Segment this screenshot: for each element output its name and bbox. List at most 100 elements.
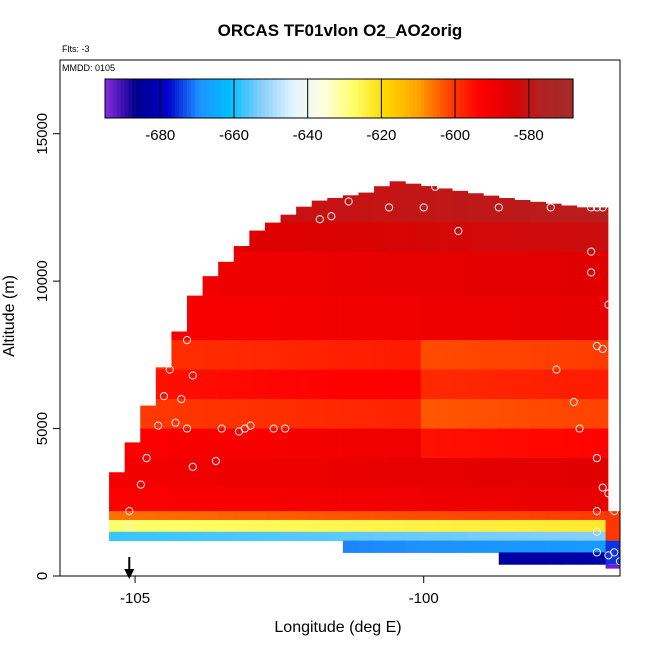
heatmap-cell [420, 487, 437, 512]
heatmap-cell [374, 399, 391, 430]
data-point [587, 203, 596, 212]
heatmap-cell [514, 251, 531, 297]
heatmap-cell [358, 222, 375, 253]
heatmap-cell [124, 511, 141, 521]
heatmap-cell [311, 399, 328, 430]
heatmap-cell [514, 552, 531, 565]
heatmap-cell [124, 531, 141, 542]
heatmap-cell [155, 458, 172, 489]
heatmap-cell [233, 399, 250, 430]
heatmap-cell [311, 458, 328, 489]
heatmap-cell [498, 511, 515, 521]
heatmap-cell [140, 519, 157, 533]
colorbar-segment [171, 79, 176, 118]
heatmap-cell [436, 487, 453, 512]
colorbar-segment [448, 79, 453, 118]
heatmap-cell [187, 399, 204, 430]
heatmap-cell [249, 399, 266, 430]
colorbar-tick-label: -680 [145, 127, 175, 144]
colorbar-segment [545, 79, 551, 118]
y-tick-label: 15000 [34, 113, 51, 155]
heatmap-cell [576, 251, 593, 297]
heatmap-cell [483, 222, 500, 253]
heatmap-cell [140, 458, 157, 489]
colorbar-segment [467, 79, 473, 118]
heatmap-cell [249, 251, 266, 297]
colorbar-tick-label: -660 [219, 127, 249, 144]
heatmap-cell [327, 369, 344, 400]
heatmap-cell [483, 511, 500, 521]
heatmap-cell [420, 222, 437, 253]
heatmap-cell [187, 295, 204, 341]
heatmap-cell [498, 458, 515, 489]
heatmap-cell [467, 369, 484, 400]
colorbar-segment [483, 79, 488, 118]
heatmap-cell [374, 540, 391, 553]
heatmap-cell [374, 251, 391, 297]
heatmap-cell [420, 251, 437, 297]
heatmap-cell [498, 369, 515, 400]
heatmap-cell [171, 531, 188, 542]
heatmap-cell [218, 295, 235, 341]
heatmap-cell [311, 340, 328, 371]
heatmap-cell [592, 340, 609, 371]
colorbar-segment [366, 79, 371, 118]
heatmap-cell [296, 251, 313, 297]
heatmap-cell [327, 458, 344, 489]
heatmap-cell [233, 487, 250, 512]
heatmap-cell [592, 369, 609, 400]
heatmap-cell [545, 552, 562, 565]
colorbar-segment [342, 79, 348, 118]
heatmap-cell [311, 295, 328, 341]
y-tick-label: 10000 [34, 260, 51, 302]
heatmap-cell [529, 531, 547, 542]
heatmap-cell [498, 222, 515, 253]
colorbar-segment [315, 79, 321, 118]
heatmap-cell [420, 399, 437, 430]
data-point [125, 507, 134, 516]
data-point [598, 203, 607, 212]
heatmap-cell [389, 540, 406, 553]
colorbar-segment [409, 79, 414, 118]
data-point [592, 507, 602, 516]
data-point [587, 247, 596, 256]
colorbar-segment [397, 79, 402, 118]
colorbar-tick-label: -600 [440, 127, 470, 144]
heatmap-cell [576, 207, 593, 223]
heatmap-cell [264, 295, 282, 341]
colorbar-segment [116, 79, 122, 118]
heatmap-cell [436, 540, 453, 553]
heatmap-cell [436, 511, 453, 521]
heatmap-cell [218, 487, 235, 512]
colorbar-segment [327, 79, 332, 118]
heatmap-cell [358, 511, 375, 521]
data-point [136, 480, 145, 489]
heatmap-cell [187, 458, 204, 489]
colorbar-segment [417, 79, 422, 118]
heatmap-cell [202, 458, 219, 489]
heatmap-cell [358, 295, 375, 341]
colorbar-segment [502, 79, 508, 118]
data-point [315, 215, 324, 224]
colorbar-segment [245, 79, 250, 118]
heatmap-cell [233, 458, 250, 489]
heatmap-cell [420, 519, 437, 533]
heatmap-cell [389, 251, 406, 297]
heatmap-cell [218, 519, 235, 533]
heatmap-cell [561, 251, 578, 297]
plot-frame [59, 59, 621, 577]
heatmap-cell [529, 340, 547, 371]
heatmap-cell [342, 251, 359, 297]
heatmap-cell [483, 251, 500, 297]
colorbar-segment [268, 79, 274, 118]
heatmap-cell [420, 369, 437, 400]
heatmap-cell [576, 222, 593, 253]
heatmap-cell [155, 519, 172, 533]
colorbar-segment [144, 79, 149, 118]
heatmap-cell [405, 222, 422, 253]
colorbar-segment [241, 79, 246, 118]
heatmap-cell [342, 540, 359, 553]
data-point [182, 336, 192, 345]
data-point [419, 203, 428, 212]
heatmap-cell [467, 540, 484, 553]
